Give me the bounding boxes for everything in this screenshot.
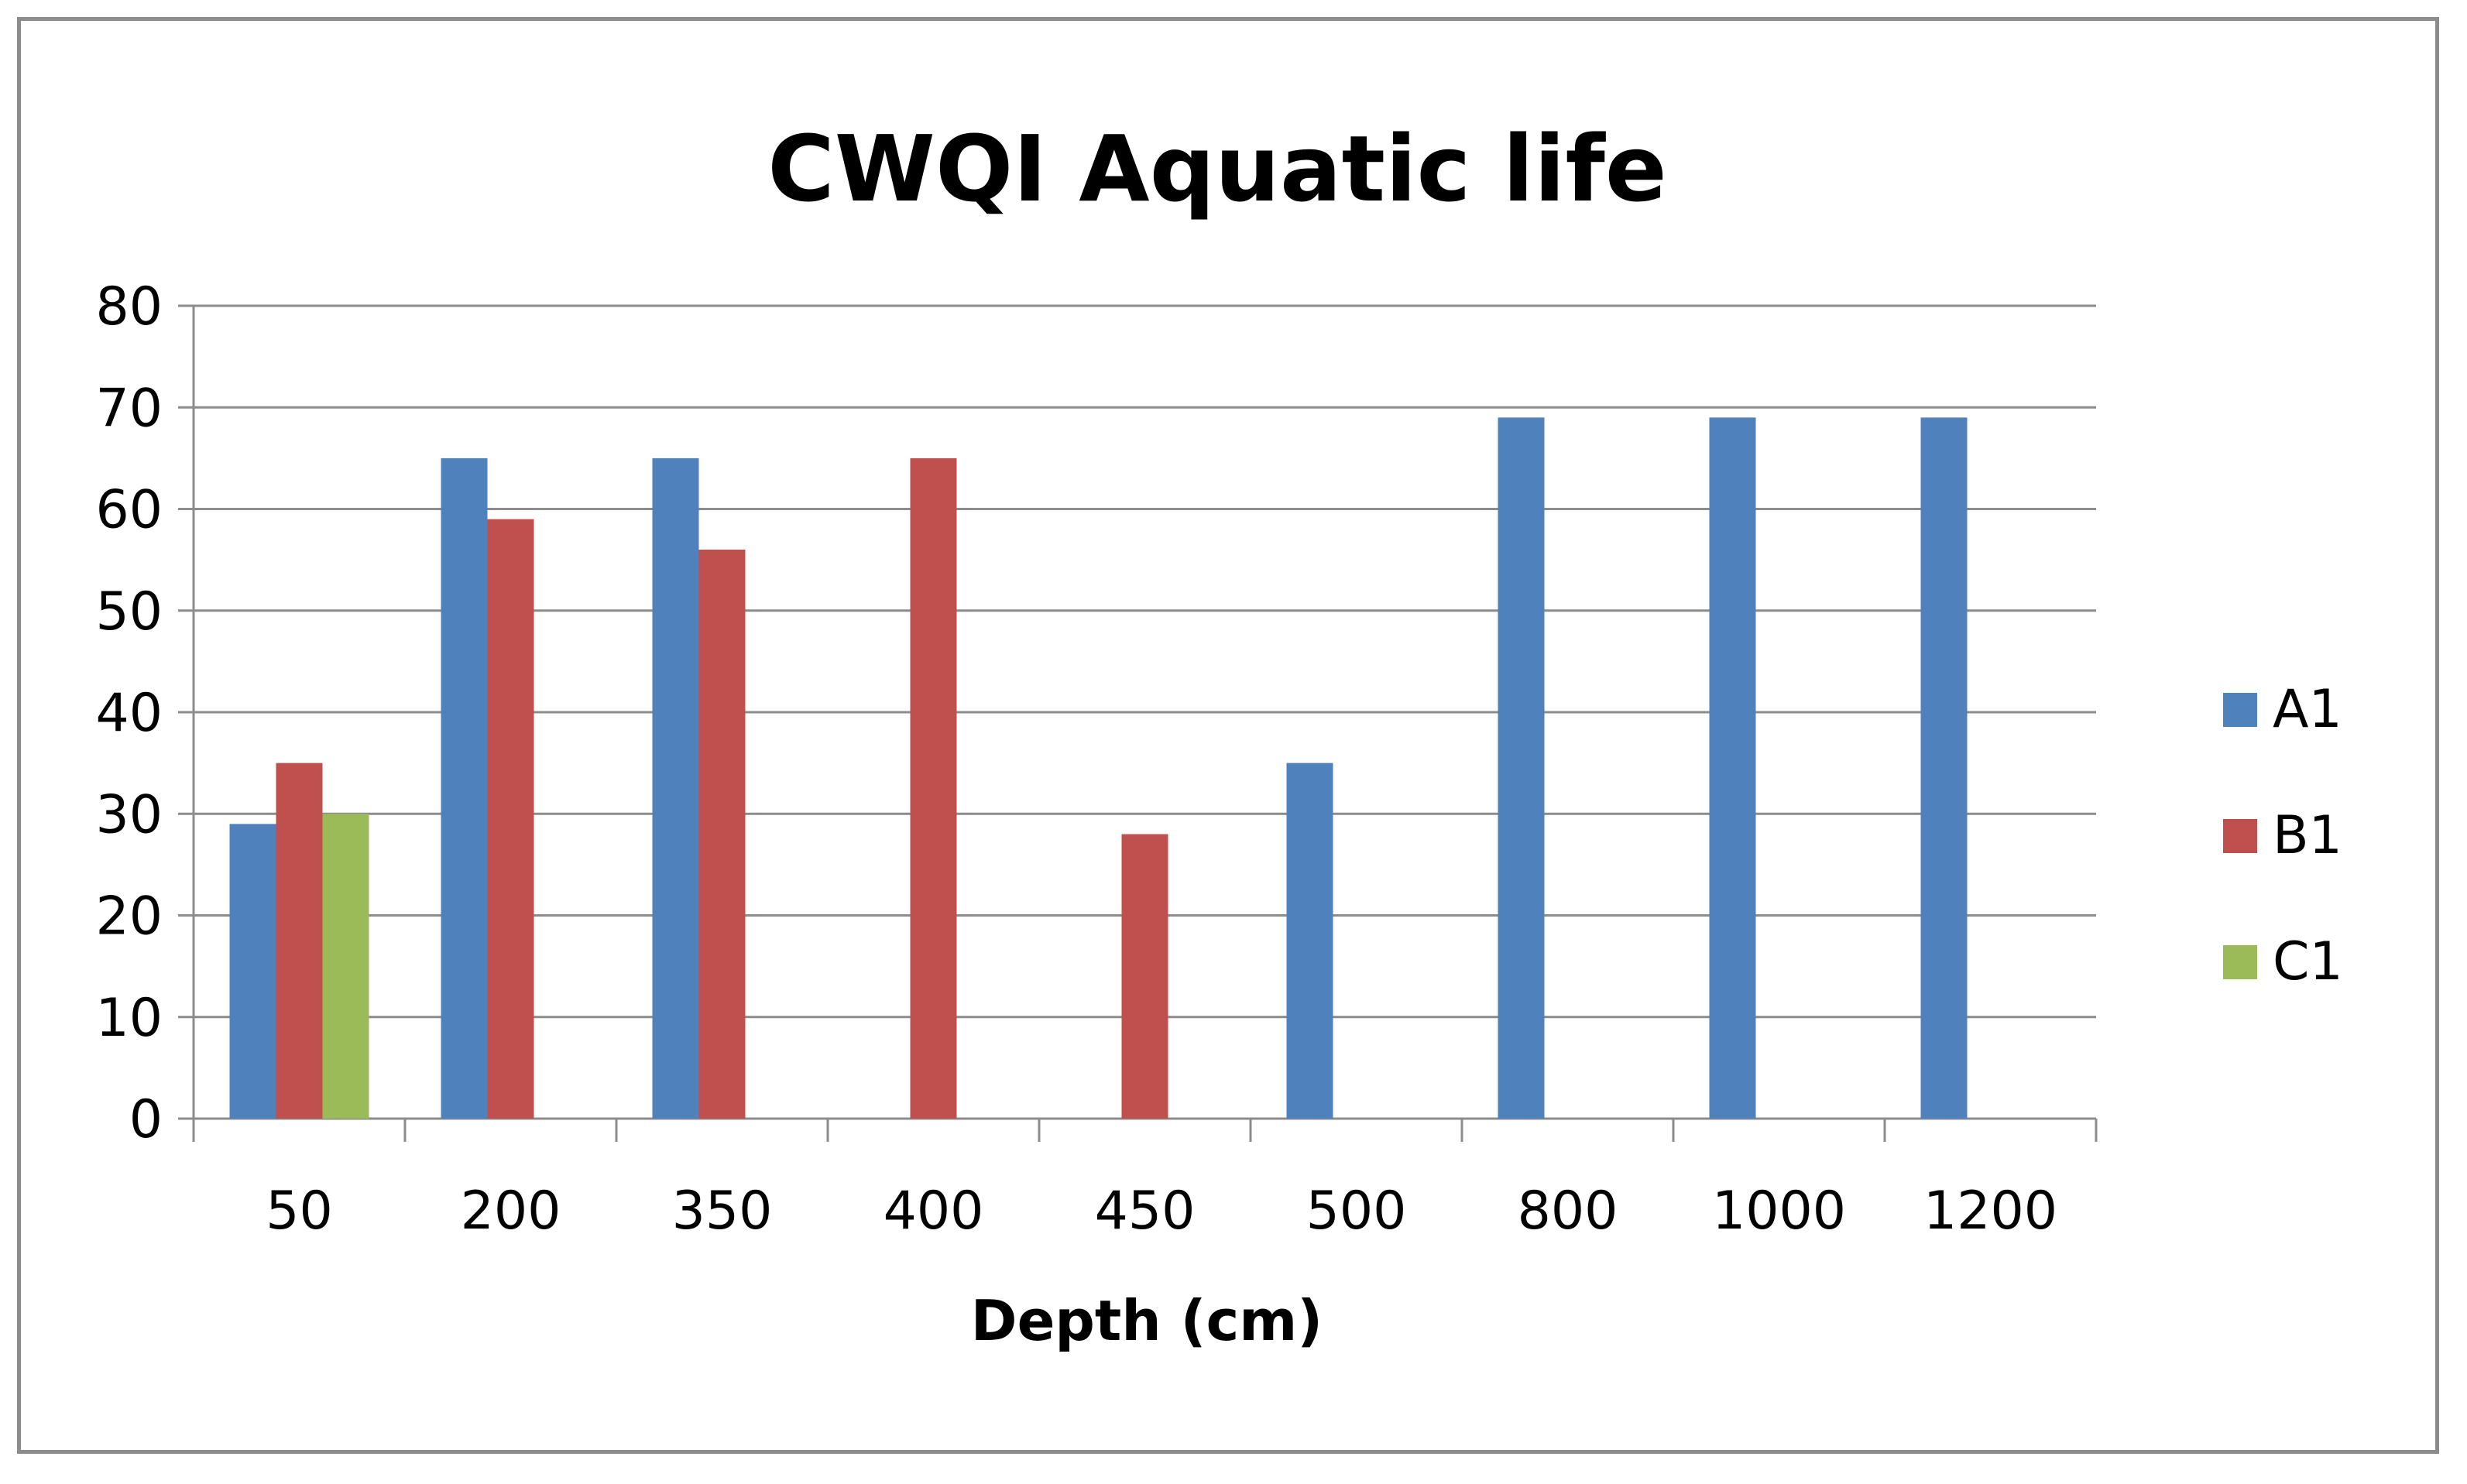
- legend: A1 B1 C1: [2223, 679, 2343, 992]
- x-tick-label: 350: [672, 1181, 773, 1242]
- x-tick-label: 1200: [1923, 1181, 2057, 1242]
- bar-a1-200: [441, 458, 488, 1119]
- bar-a1-1000: [1709, 417, 1756, 1119]
- chart-title: CWQI Aquatic life: [767, 115, 1667, 222]
- bar-b1-450: [1121, 834, 1168, 1119]
- legend-swatch-c1: [2223, 945, 2257, 979]
- x-tick-labels: 50 200 350 400 450 500 800 1000 1200: [266, 1181, 2057, 1242]
- x-tick-label: 400: [884, 1181, 984, 1242]
- bar-a1-500: [1286, 763, 1333, 1119]
- bar-a1-350: [652, 458, 699, 1119]
- y-tick-label: 20: [95, 886, 163, 948]
- legend-label-b1: B1: [2273, 805, 2342, 866]
- bar-a1-50: [229, 824, 276, 1119]
- y-tick-label: 50: [95, 581, 163, 643]
- legend-label-c1: C1: [2273, 931, 2343, 992]
- y-tick-label: 40: [95, 683, 163, 744]
- x-tick-label: 500: [1306, 1181, 1407, 1242]
- bar-chart: CWQI Aquatic life 0 10 20 30 40 50 60 70 80 50 20…: [95, 115, 2343, 1353]
- legend-swatch-b1: [2223, 819, 2257, 853]
- y-tick-label: 60: [95, 480, 163, 541]
- bar-b1-400: [910, 458, 957, 1119]
- bar-c1-50: [322, 814, 369, 1119]
- legend-label-a1: A1: [2273, 679, 2342, 740]
- x-tick-label: 50: [266, 1181, 333, 1242]
- x-tick-label: 1000: [1712, 1181, 1846, 1242]
- x-tick-label: 450: [1095, 1181, 1196, 1242]
- chart-frame: CWQI Aquatic life 0 10 20 30 40 50 60 70 80 50 20…: [17, 17, 2439, 1454]
- x-axis-title: Depth (cm): [971, 1288, 1323, 1353]
- y-tick-label: 10: [95, 988, 163, 1049]
- bar-a1-800: [1498, 417, 1545, 1119]
- y-tick-label: 70: [95, 378, 163, 439]
- y-tick-label: 80: [95, 276, 163, 338]
- bars: [229, 417, 1968, 1119]
- bar-b1-350: [698, 550, 746, 1119]
- x-tick-label: 200: [461, 1181, 561, 1242]
- y-tick-label: 0: [129, 1089, 163, 1150]
- y-tick-labels: 0 10 20 30 40 50 60 70 80: [95, 276, 163, 1150]
- bar-b1-50: [276, 763, 323, 1119]
- legend-swatch-a1: [2223, 693, 2257, 727]
- y-tick-label: 30: [95, 784, 163, 845]
- x-tick-label: 800: [1518, 1181, 1618, 1242]
- bar-b1-200: [487, 519, 534, 1119]
- bar-a1-1200: [1920, 417, 1968, 1119]
